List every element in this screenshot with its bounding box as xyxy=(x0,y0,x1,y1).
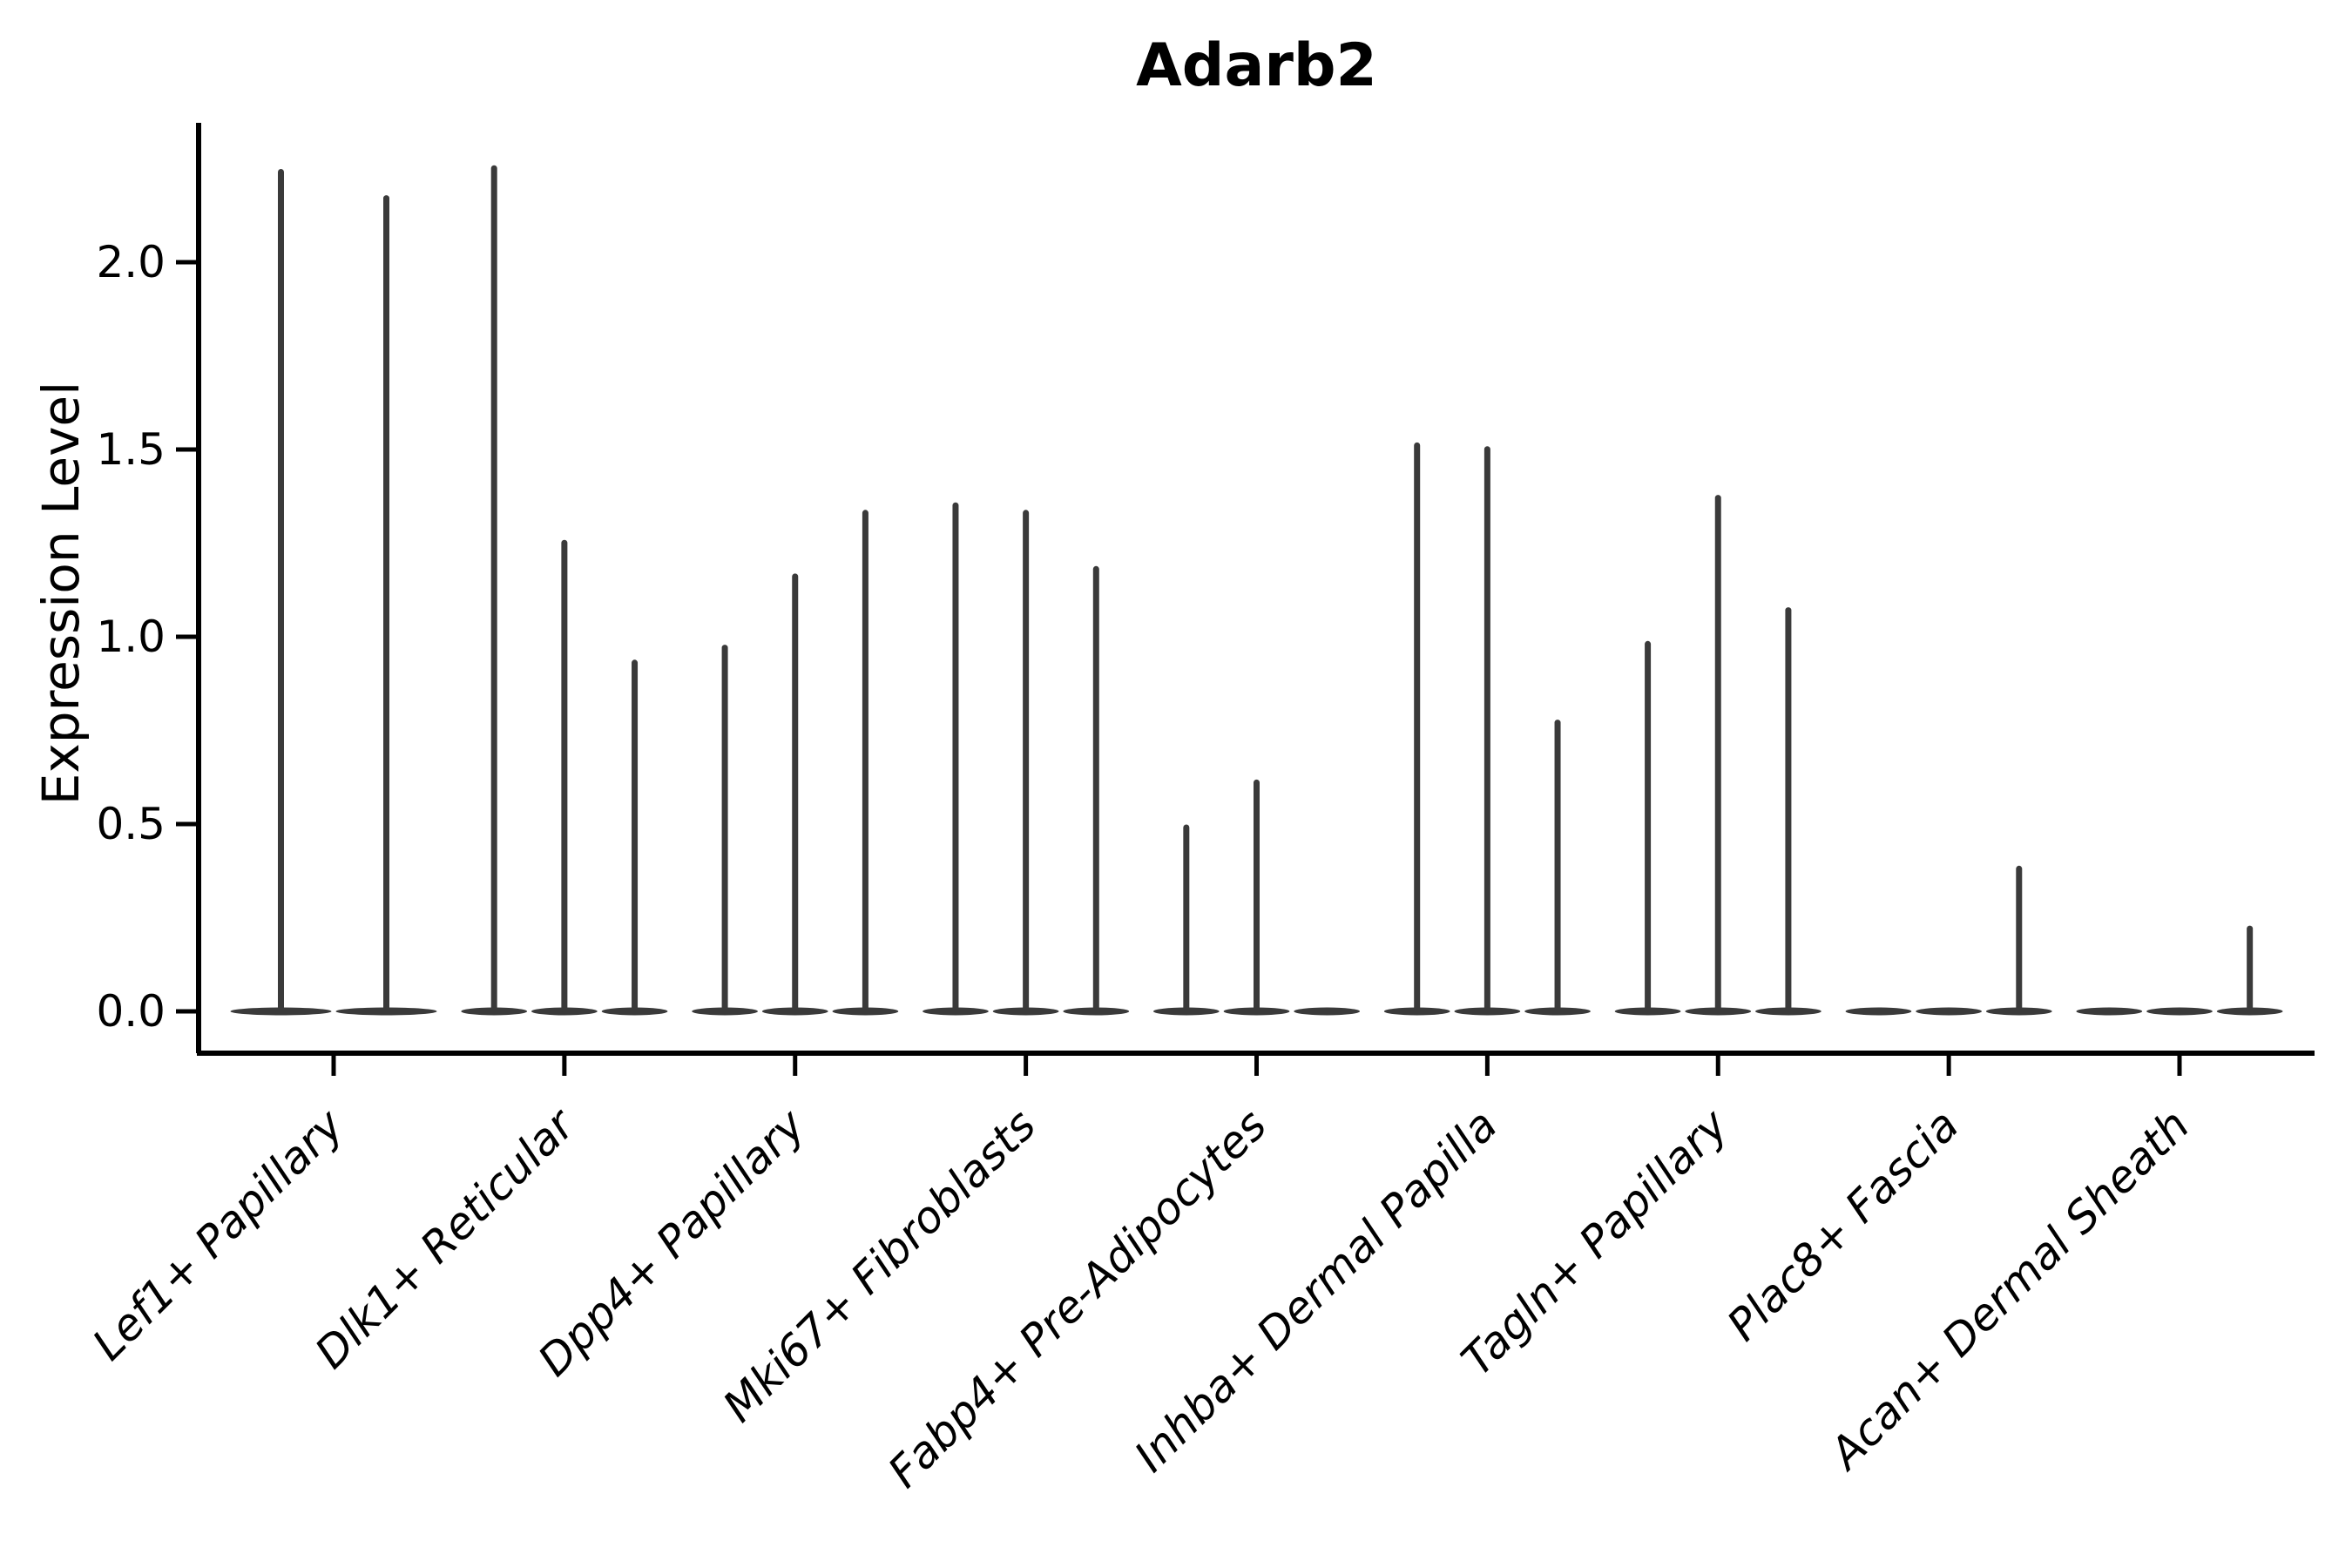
violin-group xyxy=(230,169,437,1016)
y-tick-label: 0.0 xyxy=(96,986,166,1037)
violin-group xyxy=(1383,442,1591,1016)
violin-group xyxy=(923,502,1130,1016)
x-tick-label: Fabp4+ Pre-Adipocytes xyxy=(878,1099,1276,1497)
y-tick-label: 0.5 xyxy=(96,799,166,849)
violin-body xyxy=(1916,1007,1982,1016)
y-tick-label: 1.0 xyxy=(96,612,166,662)
violin-group xyxy=(461,165,668,1016)
y-tick-label: 2.0 xyxy=(96,237,166,287)
x-tick-label: Plac8+ Fascia xyxy=(1718,1099,1969,1350)
violin-group xyxy=(1614,495,1821,1016)
chart-title: Adarb2 xyxy=(1136,31,1377,100)
violin-group xyxy=(1153,779,1360,1016)
violin-body xyxy=(2076,1007,2143,1016)
violin-group xyxy=(692,510,899,1016)
x-tick-label: Lef1+ Papillary xyxy=(83,1098,354,1369)
violin-body xyxy=(2146,1007,2213,1016)
violin-group xyxy=(2076,925,2283,1016)
violin-body xyxy=(1294,1007,1360,1016)
violin-group xyxy=(1845,865,2052,1016)
y-tick-label: 1.5 xyxy=(96,424,166,475)
violin-body xyxy=(1845,1007,1912,1016)
